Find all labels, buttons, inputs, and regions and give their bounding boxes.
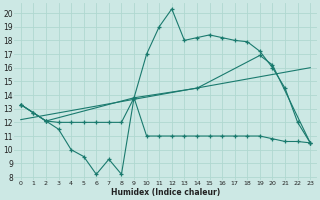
X-axis label: Humidex (Indice chaleur): Humidex (Indice chaleur)	[111, 188, 220, 197]
